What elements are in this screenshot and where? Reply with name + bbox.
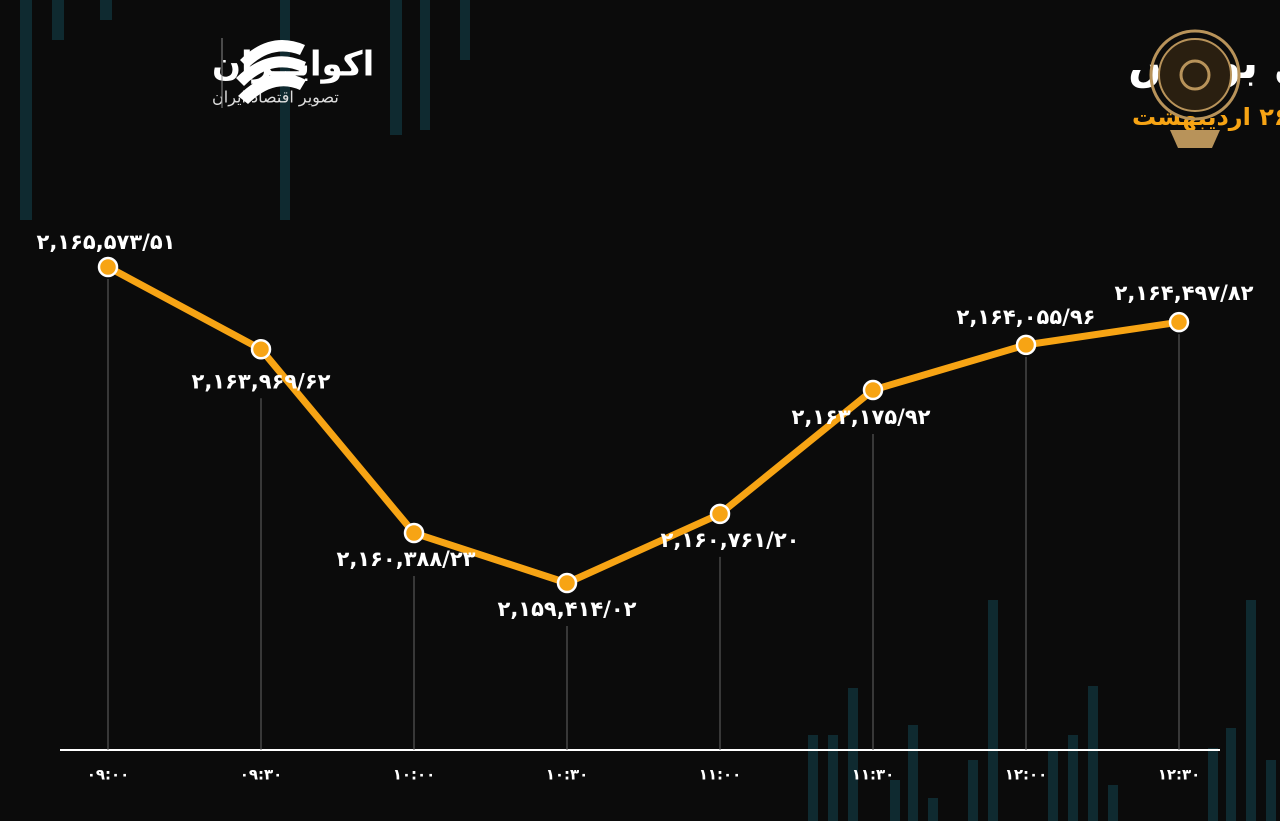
point — [97, 256, 119, 278]
brand-tagline: تصویر اقتصاد ایران — [212, 88, 339, 108]
x-tick-label: ۰۹:۳۰ — [240, 766, 283, 784]
point — [862, 379, 884, 401]
point — [709, 503, 731, 525]
emblem — [1149, 29, 1241, 148]
data-label: ۲,۱۶۵,۵۷۳/۵۱ — [37, 230, 176, 254]
x-tick-label: ۱۱:۰۰ — [699, 766, 742, 784]
x-tick-label: ۰۹:۰۰ — [87, 766, 130, 784]
line — [106, 263, 1180, 587]
data-label: ۲,۱۶۰,۳۸۸/۲۳ — [337, 547, 476, 571]
data-label: ۲,۱۶۰,۷۶۱/۲۰ — [661, 528, 800, 552]
x-tick-label: ۱۱:۳۰ — [852, 766, 895, 784]
point — [403, 522, 425, 544]
background-bars — [20, 0, 1276, 821]
x-tick-label: ۱۰:۰۰ — [393, 766, 436, 784]
x-tick-label: ۱۰:۳۰ — [546, 766, 589, 784]
x-tick-label: ۱۲:۰۰ — [1005, 766, 1048, 784]
data-label: ۲,۱۶۴,۰۵۵/۹۶ — [957, 305, 1096, 329]
data-label: ۲,۱۶۳,۱۷۵/۹۲ — [792, 405, 931, 429]
brand-logo — [236, 40, 306, 104]
data-label: ۲,۱۶۴,۴۹۷/۸۲ — [1115, 281, 1254, 305]
x-tick-label: ۱۲:۳۰ — [1158, 766, 1201, 784]
point — [250, 339, 272, 360]
data-label: ۲,۱۵۹,۴۱۴/۰۲ — [498, 597, 637, 621]
data-label: ۲,۱۶۳,۹۶۹/۶۲ — [192, 369, 331, 393]
point — [556, 572, 578, 594]
point — [1015, 334, 1037, 356]
point — [1168, 311, 1190, 333]
